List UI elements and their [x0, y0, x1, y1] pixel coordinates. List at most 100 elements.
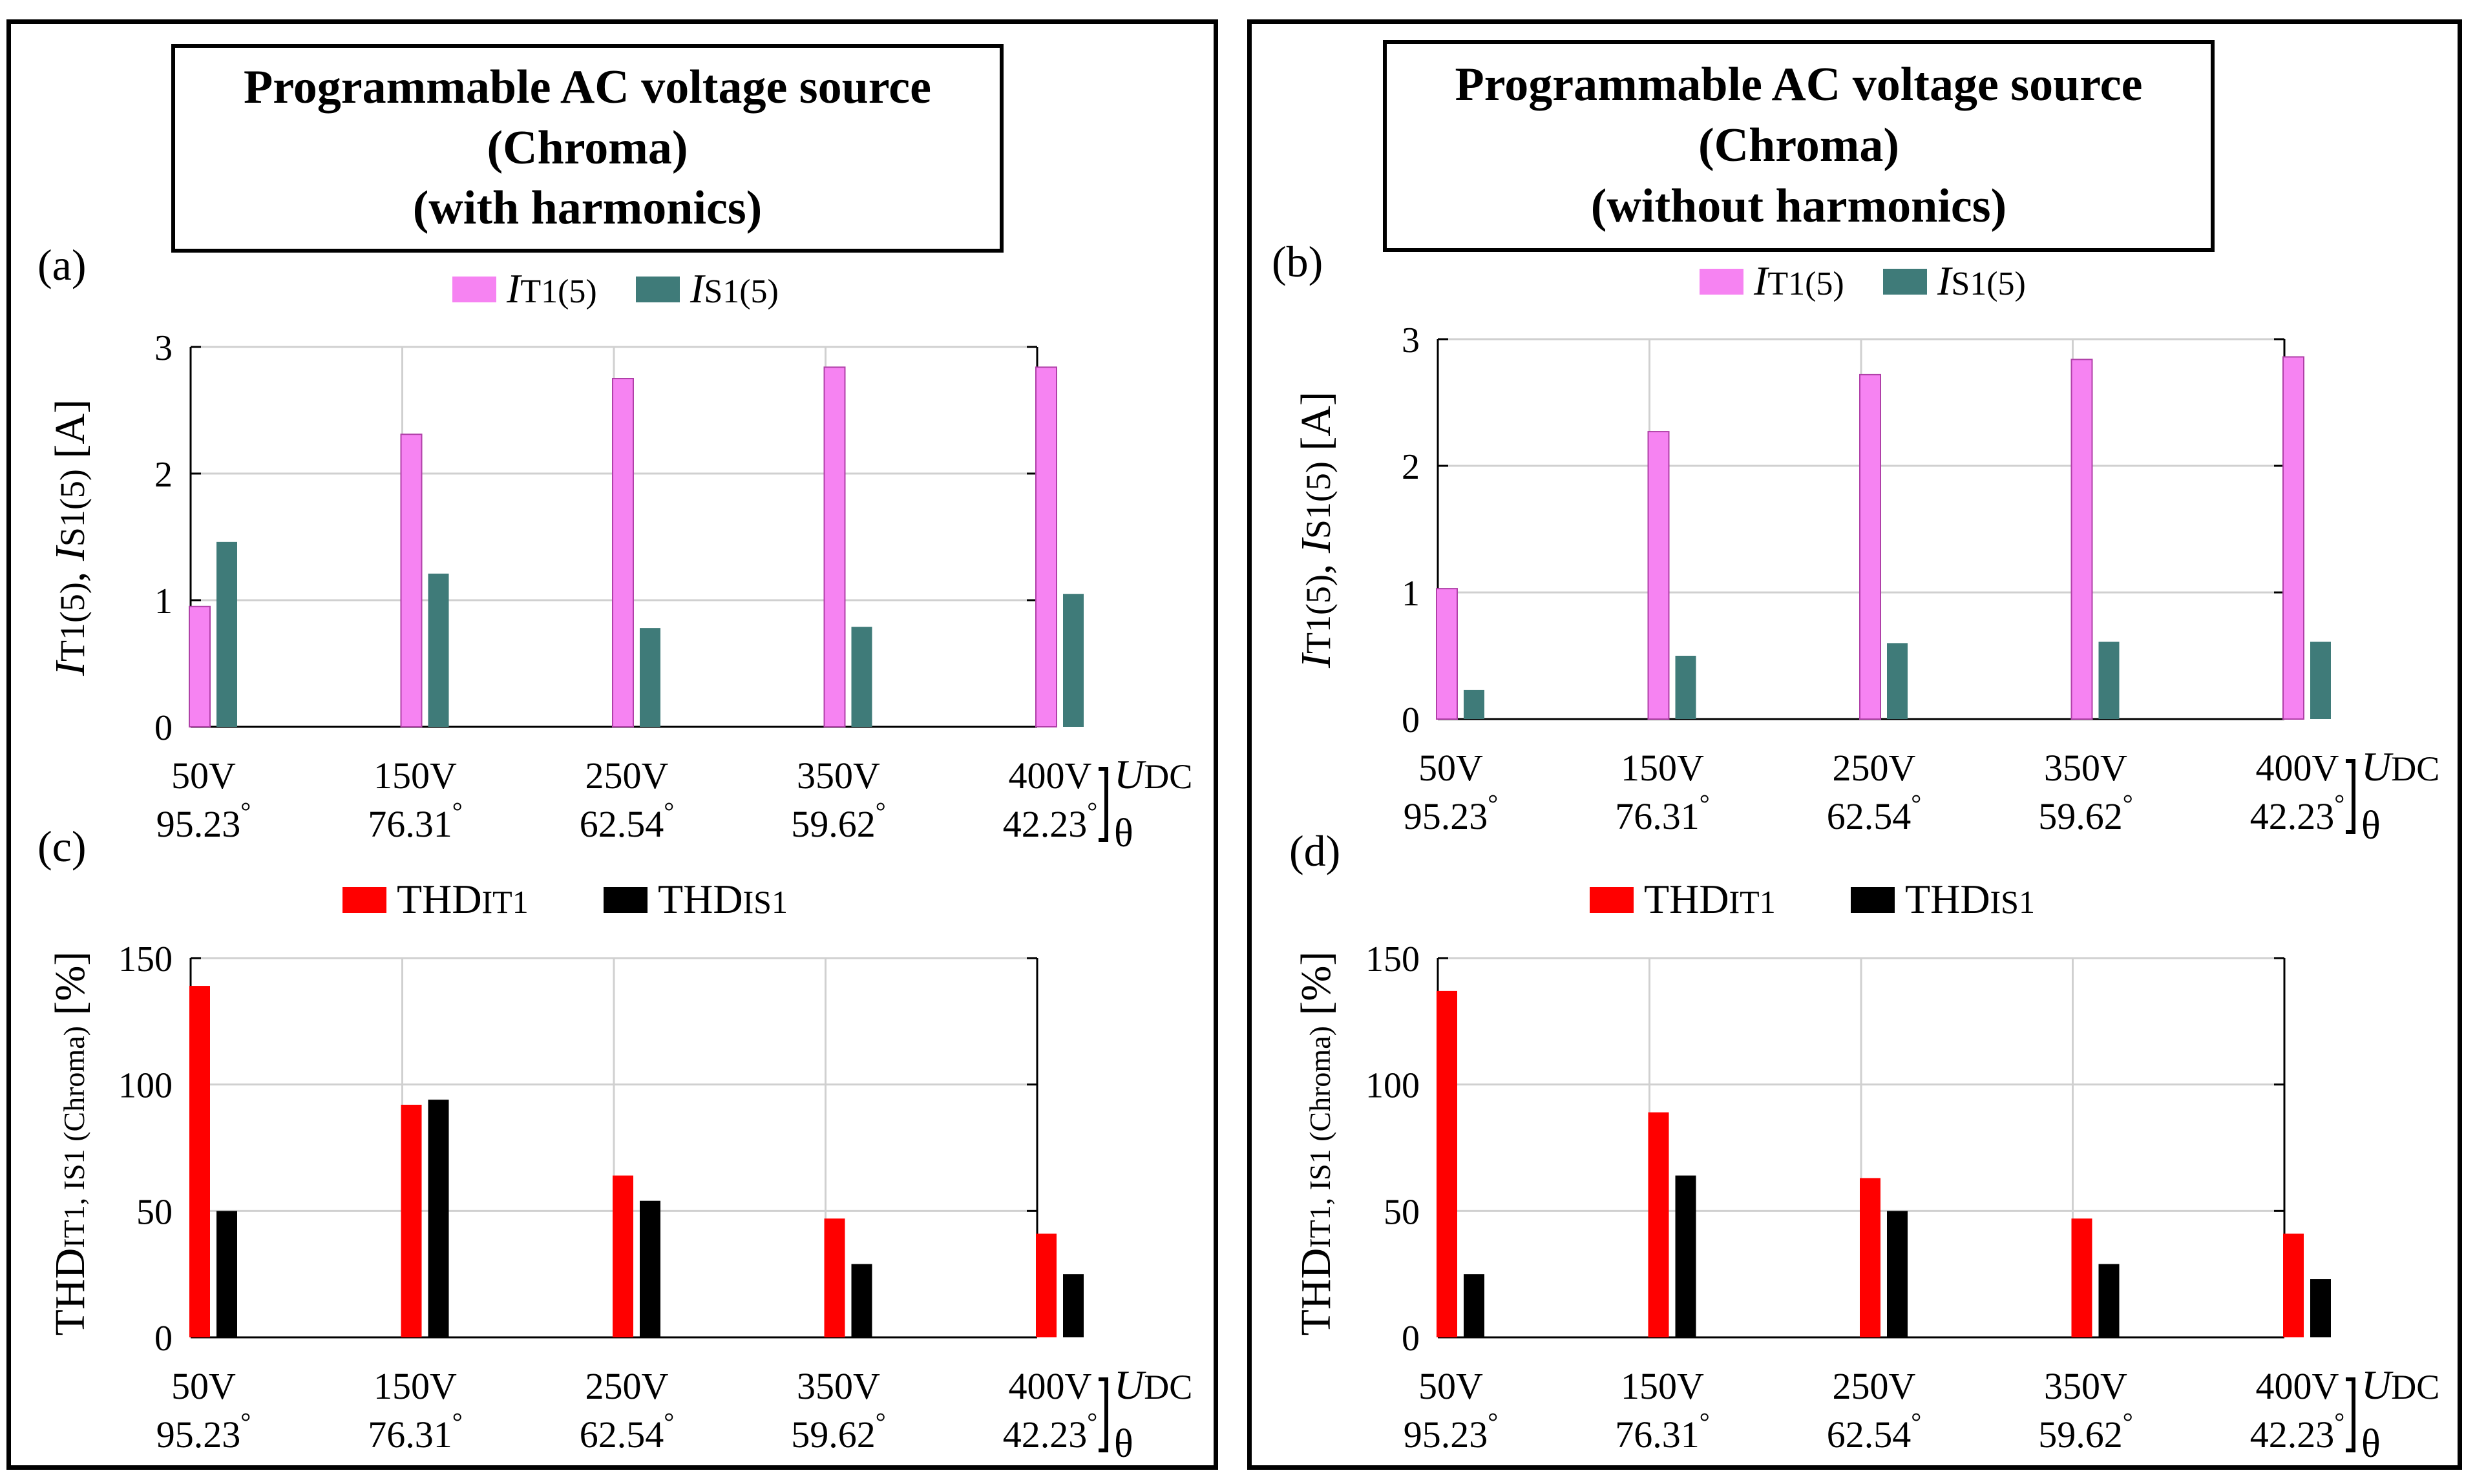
x-tick-label-angle: 59.62° — [2038, 1407, 2133, 1456]
x-tick-label-voltage: 50V — [171, 755, 236, 797]
legend-entry-IS1(5): IS1(5) — [1937, 258, 2026, 304]
y-axis-label: IT1(5), IS1(5) [A] — [1292, 392, 1340, 669]
legend-entry-THDIS1: THDIS1 — [658, 876, 788, 922]
x-axis-label-theta: θ — [1114, 1422, 1133, 1466]
y-tick-label: 50 — [136, 1192, 173, 1232]
bar-THDIT1-150V — [1648, 1112, 1669, 1337]
x-tick-label-voltage: 350V — [797, 755, 880, 797]
bar-THDIS1-150V — [428, 1100, 449, 1337]
y-tick-label: 2 — [1402, 447, 1420, 487]
legend-entry-THDIS1: THDIS1 — [1905, 876, 2035, 922]
left-title-line-3: (with harmonics) — [412, 182, 763, 235]
bar-THDIT1-50V — [1437, 990, 1457, 1337]
legend-entry-IT1(5): IT1(5) — [506, 266, 597, 311]
bar-THDIT1-250V — [1860, 1178, 1880, 1337]
bar-IT1(5)-400V — [1035, 366, 1057, 727]
x-tick-label-angle: 42.23° — [1003, 1407, 1098, 1456]
bar-THDIS1-250V — [640, 1200, 660, 1337]
y-tick-label: 3 — [154, 328, 173, 368]
x-axis-label-theta: θ — [2361, 1422, 2381, 1466]
x-tick-label-angle: 62.54° — [1827, 1407, 1922, 1456]
y-axis-label: IT1(5), IS1(5) [A] — [47, 399, 94, 676]
bar-IT1(5)-50V — [1436, 588, 1458, 720]
bar-THDIT1-400V — [1036, 1233, 1057, 1337]
bar-IT1(5)-350V — [823, 366, 846, 727]
x-axis-bracket — [2346, 1377, 2355, 1452]
x-tick-label-voltage: 350V — [2044, 747, 2127, 789]
x-axis-label-udc: UDC — [2361, 1362, 2439, 1408]
x-tick-label-voltage: 400V — [2256, 747, 2339, 789]
legend-swatch-IS1(5) — [636, 277, 680, 302]
bar-IT1(5)-400V — [2282, 356, 2304, 720]
x-tick-label-angle: 95.23° — [156, 797, 251, 845]
x-tick-label-angle: 95.23° — [1404, 789, 1499, 837]
x-axis-label-udc: UDC — [1114, 751, 1192, 797]
legend-entry-THDIT1: THDIT1 — [397, 876, 529, 922]
y-tick-label: 100 — [118, 1066, 173, 1106]
bar-THDIT1-50V — [189, 986, 210, 1337]
y-tick-label: 100 — [1365, 1066, 1420, 1106]
bar-IS1(5)-350V — [2098, 642, 2120, 719]
x-tick-label-angle: 62.54° — [580, 797, 675, 845]
y-tick-label: 150 — [118, 939, 173, 979]
y-axis-label: THDIT1, IS1 (Chroma) [%] — [1292, 952, 1340, 1336]
y-tick-label: 1 — [154, 581, 173, 622]
bar-THDIT1-400V — [2283, 1233, 2304, 1337]
x-tick-label-voltage: 400V — [1009, 1365, 1092, 1407]
x-tick-label-voltage: 250V — [585, 755, 669, 797]
bar-THDIS1-50V — [216, 1211, 237, 1337]
y-tick-label: 2 — [154, 455, 173, 495]
x-tick-label-angle: 76.31° — [368, 797, 463, 845]
bar-THDIT1-150V — [401, 1104, 422, 1337]
bar-IS1(5)-250V — [640, 628, 660, 727]
legend-entry-IT1(5): IT1(5) — [1753, 258, 1844, 304]
bar-THDIS1-50V — [1464, 1274, 1484, 1337]
x-tick-label-voltage: 350V — [2044, 1365, 2127, 1407]
bar-THDIT1-250V — [613, 1175, 633, 1337]
x-tick-label-voltage: 50V — [1418, 1365, 1483, 1407]
panel-label: (d) — [1289, 826, 1340, 875]
bar-IT1(5)-350V — [2070, 359, 2093, 720]
bar-IS1(5)-150V — [1675, 656, 1696, 719]
y-tick-label: 0 — [1402, 1319, 1420, 1359]
x-tick-label-voltage: 250V — [585, 1365, 669, 1407]
legend-swatch-IS1(5) — [1883, 269, 1927, 295]
x-tick-label-angle: 42.23° — [1003, 797, 1098, 845]
x-tick-label-angle: 62.54° — [580, 1407, 675, 1456]
legend-entry-THDIT1: THDIT1 — [1644, 876, 1776, 922]
bar-IS1(5)-400V — [2310, 642, 2331, 719]
right-title-box: Programmable AC voltage source (Chroma) … — [1383, 40, 2215, 252]
x-axis-label-theta: θ — [1114, 811, 1133, 855]
legend-swatch-THDIS1 — [1851, 887, 1895, 913]
bar-THDIS1-400V — [2310, 1279, 2331, 1337]
bar-IT1(5)-150V — [1647, 431, 1670, 720]
x-tick-label-angle: 42.23° — [2250, 1407, 2345, 1456]
left-title-line-1: Programmable AC voltage source — [244, 60, 931, 114]
panel-label: (c) — [37, 822, 86, 871]
x-tick-label-angle: 95.23° — [156, 1407, 251, 1456]
x-tick-label-angle: 95.23° — [1404, 1407, 1499, 1456]
x-axis-bracket — [2346, 759, 2355, 834]
panel-label: (b) — [1272, 237, 1323, 286]
bar-IS1(5)-150V — [428, 573, 449, 727]
right-title-line-3: (without harmonics) — [1590, 179, 2007, 233]
x-tick-label-angle: 76.31° — [1615, 789, 1710, 837]
bar-THDIT1-350V — [2071, 1218, 2092, 1337]
x-tick-label-voltage: 150V — [1621, 1365, 1704, 1407]
x-tick-label-voltage: 400V — [1009, 755, 1092, 797]
x-tick-label-voltage: 50V — [171, 1365, 236, 1407]
x-tick-label-voltage: 150V — [1621, 747, 1704, 789]
bar-IS1(5)-250V — [1887, 643, 1908, 719]
x-tick-label-voltage: 400V — [2256, 1365, 2339, 1407]
x-axis-label-udc: UDC — [2361, 744, 2439, 789]
bar-IS1(5)-50V — [216, 541, 237, 727]
bar-THDIS1-350V — [851, 1264, 872, 1337]
x-tick-label-angle: 59.62° — [791, 1407, 886, 1456]
legend-swatch-IT1(5) — [1700, 269, 1743, 295]
x-tick-label-angle: 59.62° — [791, 797, 886, 845]
bar-THDIS1-350V — [2098, 1264, 2120, 1337]
left-title-line-2: (Chroma) — [487, 121, 688, 174]
x-tick-label-voltage: 250V — [1833, 1365, 1916, 1407]
x-tick-label-voltage: 150V — [374, 755, 457, 797]
